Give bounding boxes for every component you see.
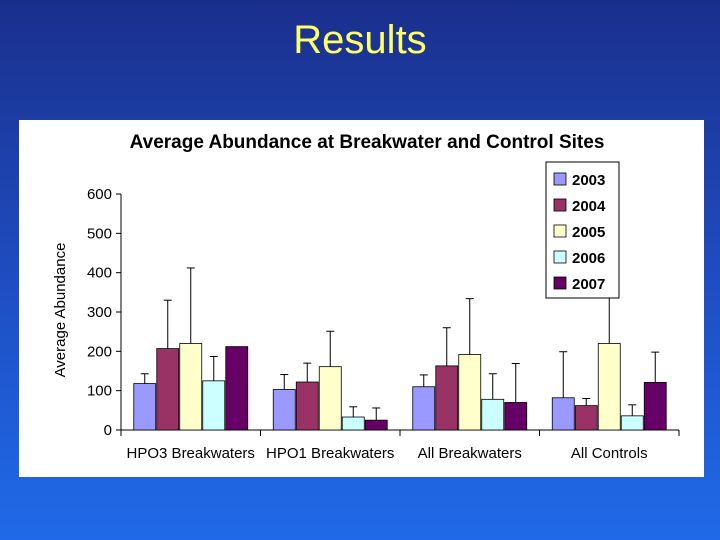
chart-panel: Average Abundance at Breakwater and Cont… (19, 120, 704, 477)
legend-label-2007: 2007 (572, 276, 605, 293)
bar-2003-1 (133, 383, 157, 431)
bar-2007-1 (225, 346, 249, 431)
x-tick-label: HPO3 Breakwaters (127, 445, 255, 462)
y-tick-label: 600 (87, 186, 112, 203)
chart-title: Average Abundance at Breakwater and Cont… (130, 132, 605, 153)
bar-2003-4 (551, 397, 575, 431)
y-tick-label: 400 (87, 265, 112, 282)
legend-label-2006: 2006 (572, 250, 605, 267)
slide-title: Results (293, 18, 427, 62)
bar-chart: Average Abundance at Breakwater and Cont… (52, 132, 680, 462)
bar-2005-2 (318, 366, 342, 431)
bar-2006-1 (202, 380, 226, 431)
legend-swatch-2004 (553, 198, 567, 212)
bar-2005-4 (597, 343, 621, 431)
bar-2003-3 (412, 386, 436, 431)
y-tick-label: 500 (87, 225, 112, 242)
bar-2004-3 (435, 365, 459, 431)
bar-2007-2 (364, 419, 388, 431)
x-tick-label: All Breakwaters (418, 445, 522, 462)
bar-2003-2 (272, 389, 296, 431)
y-axis-title: Average Abundance (52, 243, 69, 378)
legend-swatch-2003 (553, 172, 567, 186)
y-tick-label: 100 (87, 383, 112, 400)
y-tick-label: 300 (87, 304, 112, 321)
bar-2004-2 (295, 381, 319, 431)
bar-2006-3 (481, 398, 505, 431)
legend-label-2005: 2005 (572, 224, 605, 241)
bar-2007-3 (504, 402, 528, 431)
legend-swatch-2005 (553, 224, 567, 238)
legend-swatch-2007 (553, 276, 567, 290)
x-tick-label: All Controls (571, 445, 648, 462)
bar-2007-4 (643, 382, 667, 431)
bar-2004-4 (574, 405, 598, 431)
legend-label-2004: 2004 (572, 198, 606, 215)
bar-2006-2 (341, 416, 365, 431)
bar-2005-1 (179, 343, 203, 431)
bar-2005-3 (458, 354, 482, 431)
x-tick-label: HPO1 Breakwaters (266, 445, 394, 462)
y-tick-label: 0 (104, 422, 112, 439)
bar-2004-1 (156, 348, 180, 431)
bar-2006-4 (620, 415, 644, 431)
legend-swatch-2006 (553, 250, 567, 264)
legend-label-2003: 2003 (572, 172, 605, 189)
y-tick-label: 200 (87, 343, 112, 360)
